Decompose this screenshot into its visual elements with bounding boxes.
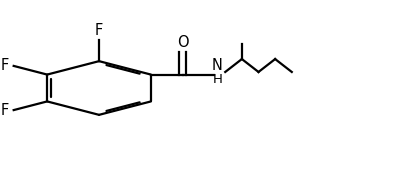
Text: F: F: [1, 103, 9, 118]
Text: F: F: [1, 58, 9, 73]
Text: O: O: [177, 35, 188, 50]
Text: N: N: [212, 58, 223, 73]
Text: H: H: [212, 73, 222, 86]
Text: F: F: [95, 23, 103, 38]
